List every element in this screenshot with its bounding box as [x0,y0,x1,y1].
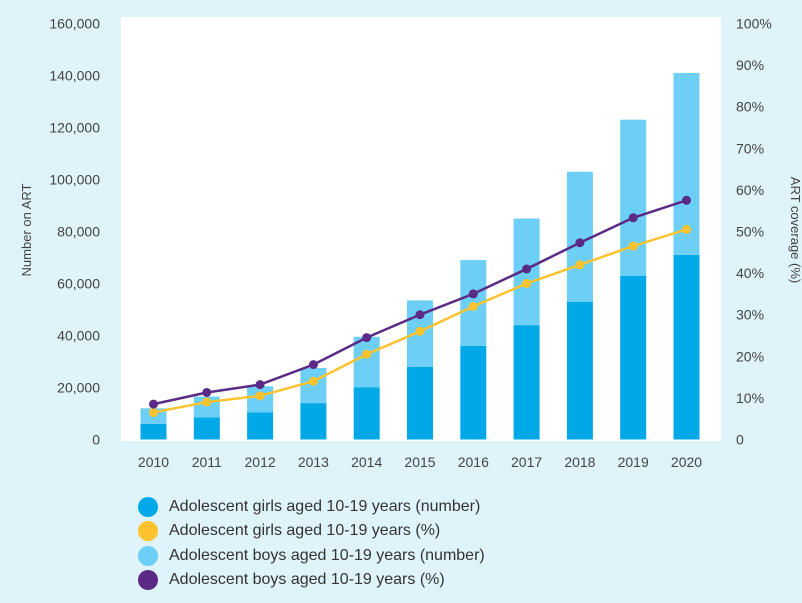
x-tick-label: 2016 [458,454,489,470]
left-axis-ticks: 0 20,000 40,000 60,000 80,000 100,000 120,000 1… [49,16,100,448]
bar-boys-2018 [566,171,593,302]
x-tick-label: 2010 [138,454,169,470]
left-tick-label: 100,000 [49,172,100,188]
right-tick-label: 80% [736,99,764,115]
point-boys-2010 [149,399,158,409]
legend-swatch [138,570,158,591]
right-tick-label: 60% [736,182,764,198]
point-boys-2016 [468,289,478,299]
bar-girls-2013 [300,403,327,440]
point-girls-2010 [149,407,158,417]
right-tick-label: 70% [736,140,764,156]
point-girls-2019 [628,241,638,251]
bar-girls-2016 [460,345,487,440]
legend-item: Adolescent boys aged 10-19 years (number… [138,544,485,568]
x-tick-label: 2015 [404,454,435,470]
point-boys-2018 [575,238,585,248]
right-tick-label: 90% [736,57,764,73]
bar-girls-2015 [407,366,433,440]
bars [140,72,700,440]
legend-label: Adolescent boys aged 10-19 years (number… [169,546,485,564]
point-boys-2015 [415,310,425,320]
right-tick-label: 20% [736,348,764,364]
right-tick-label: 100% [736,16,772,32]
point-boys-2019 [628,213,638,223]
bar-boys-2014 [353,336,380,388]
x-tick-label: 2011 [192,454,222,470]
point-boys-2020 [682,195,691,205]
left-axis-label: Number on ART [19,183,34,276]
point-girls-2013 [308,376,318,386]
right-tick-label: 50% [736,224,764,240]
legend: Adolescent girls aged 10-19 years (numbe… [138,495,485,592]
legend-label: Adolescent boys aged 10-19 years (%) [169,571,445,589]
legend-swatch [138,521,158,542]
left-tick-label: 0 [92,432,100,448]
right-tick-label: 30% [736,307,764,323]
point-girls-2020 [682,224,691,234]
bar-girls-2011 [193,417,220,440]
legend-swatch [138,545,158,566]
x-tick-label: 2013 [298,454,329,470]
left-tick-label: 160,000 [49,16,100,32]
x-tick-label: 2019 [618,454,649,470]
bar-girls-2012 [247,412,274,440]
right-axis-label: ART coverage (%) [788,177,802,283]
x-tick-label: 2020 [671,454,702,470]
left-tick-label: 120,000 [49,120,100,136]
x-tick-label: 2012 [245,454,276,470]
point-girls-2014 [362,349,372,359]
point-boys-2017 [522,264,532,274]
point-girls-2017 [522,279,532,288]
right-tick-label: 0 [736,432,744,448]
x-tick-label: 2018 [564,454,595,470]
legend-item: Adolescent girls aged 10-19 years (numbe… [138,495,485,519]
legend-label: Adolescent girls aged 10-19 years (%) [169,522,441,540]
bar-girls-2019 [620,275,647,440]
lines [149,195,691,417]
point-boys-2011 [202,387,212,397]
point-girls-2011 [202,397,212,407]
x-tick-label: 2017 [511,454,542,470]
bar-boys-2020 [673,72,700,255]
bar-girls-2018 [566,301,593,440]
left-tick-label: 20,000 [57,380,100,396]
bar-girls-2010 [140,423,167,440]
point-girls-2012 [255,391,265,401]
left-tick-label: 140,000 [49,68,100,84]
point-boys-2014 [362,333,372,343]
right-axis-ticks: 0 10% 20% 30% 40% 50% 60% 70% 80% 90% 100% [736,16,772,448]
point-girls-2018 [575,260,585,270]
bar-girls-2020 [673,254,700,440]
point-girls-2016 [468,301,478,311]
x-axis-ticks: 2010 2011 2012 2013 2014 2015 2016 2017 2018 2019… [138,454,702,470]
legend-item: Adolescent girls aged 10-19 years (%) [138,519,485,543]
left-tick-label: 40,000 [57,328,100,344]
right-tick-label: 40% [736,265,764,281]
bar-girls-2017 [513,325,540,440]
legend-item: Adolescent boys aged 10-19 years (%) [138,568,485,592]
bar-girls-2014 [353,387,380,440]
x-tick-label: 2014 [351,454,382,470]
combo-chart: 0 20,000 40,000 60,000 80,000 100,000 120,000 1… [19,16,802,471]
left-tick-label: 80,000 [57,224,100,240]
left-tick-label: 60,000 [57,276,100,292]
right-tick-label: 10% [736,390,764,406]
point-boys-2013 [308,360,318,370]
legend-swatch [138,497,158,518]
point-girls-2015 [415,326,425,336]
point-boys-2012 [255,380,265,390]
legend-label: Adolescent girls aged 10-19 years (numbe… [169,498,481,516]
bar-boys-2019 [620,119,647,276]
